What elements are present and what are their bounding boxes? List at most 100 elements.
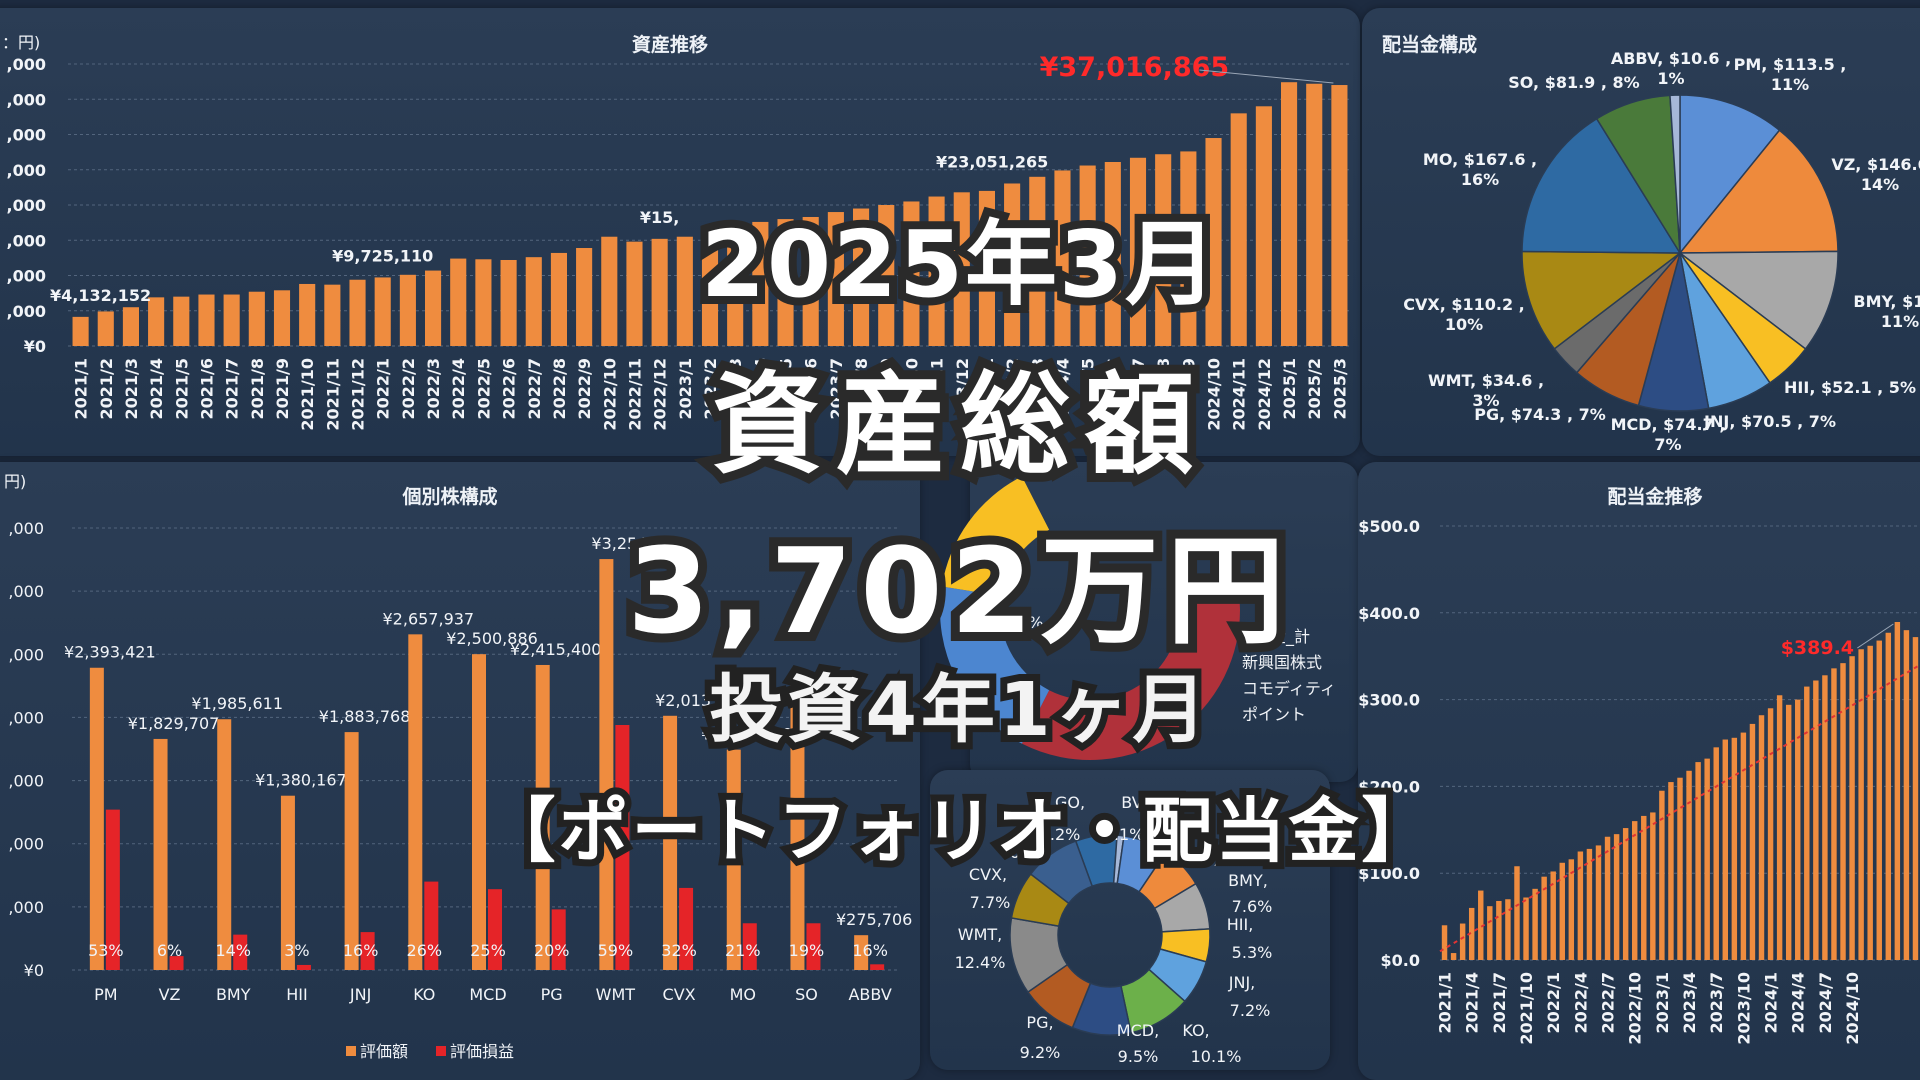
asset-bar <box>1281 82 1298 346</box>
div-trend-bar <box>1767 708 1774 960</box>
stocks-data-label: ¥1,985,611 <box>191 694 283 713</box>
asset-xtick-label: 2023/10 <box>902 358 921 431</box>
div-trend-line <box>1439 664 1920 953</box>
div-trend-xtick-label: 2024/7 <box>1816 972 1835 1034</box>
stocks-data-label: ¥1,744,769 <box>701 725 793 744</box>
dividend-pie-label: MO, $167.6 , <box>1423 150 1537 169</box>
div-trend-bar <box>1459 923 1466 960</box>
asset-xtick-label: 2025/3 <box>1330 358 1349 420</box>
div-trend-bar <box>1795 699 1801 960</box>
div-trend-bar <box>1885 632 1892 960</box>
asset-bar <box>802 216 819 346</box>
div-trend-bar <box>1785 704 1792 960</box>
stocks-legend-label: 評価額 <box>360 1042 408 1061</box>
asset-bar <box>1129 157 1147 346</box>
asset-bar <box>903 201 920 346</box>
asset-bar <box>1205 138 1222 346</box>
asset-xtick-label: 2022/12 <box>651 358 670 431</box>
div-trend-bar <box>1903 630 1910 960</box>
stocks-value-bar <box>790 673 805 970</box>
stocks-percent-label: 3% <box>284 941 309 960</box>
stocks-pl-bar <box>870 964 885 970</box>
stocks-value-bar <box>854 935 869 970</box>
dividend-pie-pct: 3% <box>1472 391 1499 410</box>
stocks-ytick-label: ,000 <box>8 772 44 791</box>
stocks-xtick-label: MO <box>730 985 756 1004</box>
div-trend-ytick-label: $200.0 <box>1358 777 1420 796</box>
div-trend-bar <box>1622 828 1629 960</box>
stocks-pl-bar <box>233 934 248 970</box>
asset-xtick-label: 2023/8 <box>852 358 871 420</box>
donut-top-legend-label: 現金_計 <box>1254 627 1310 647</box>
asset-ytick-label: ¥0 <box>24 337 46 356</box>
donut-bottom-label: CVX, <box>969 865 1007 884</box>
asset-xtick-label: 2023/6 <box>802 358 821 420</box>
stocks-pl-bar <box>360 932 375 970</box>
stocks-pl-bar <box>806 923 821 970</box>
div-trend-bar <box>1831 668 1837 960</box>
asset-xtick-label: 2022/7 <box>525 358 544 420</box>
asset-xtick-label: 2024/5 <box>1079 358 1098 420</box>
asset-bar <box>827 212 844 346</box>
asset-xtick-label: 2022/11 <box>625 358 644 431</box>
div-trend-bar <box>1686 770 1692 960</box>
asset-highlight-leader <box>1199 69 1334 84</box>
donut-top-slice <box>1021 586 1240 760</box>
div-trend-bar <box>1505 899 1511 960</box>
div-trend-bar <box>1804 686 1810 960</box>
asset-bar <box>1079 165 1096 346</box>
asset-bar <box>248 291 265 346</box>
asset-ytick-label: ,000 <box>7 55 46 74</box>
stocks-pl-bar <box>551 909 566 970</box>
div-trend-ytick-label: $500.0 <box>1358 517 1420 536</box>
div-trend-bar <box>1595 845 1602 960</box>
asset-bar <box>1180 151 1197 346</box>
div-trend-bar <box>1731 737 1738 960</box>
asset-trend-title: 資産推移 <box>631 34 708 56</box>
dividend-pie-title: 配当金構成 <box>1382 34 1478 56</box>
asset-xtick-label: 2021/2 <box>97 358 116 420</box>
asset-ytick-label: ,000 <box>7 161 46 180</box>
asset-bar <box>777 219 794 346</box>
stocks-unit-label: 円) <box>4 472 26 491</box>
div-trend-bar <box>1749 723 1756 960</box>
donut-bottom-label: 12.4% <box>955 953 1006 972</box>
div-trend-bar <box>1550 871 1556 960</box>
div-trend-bar <box>1894 622 1901 960</box>
div-trend-ytick-label: $0.0 <box>1381 951 1420 970</box>
asset-bar <box>727 226 744 346</box>
div-trend-bar <box>1813 680 1819 960</box>
div-trend-bar <box>1858 649 1864 960</box>
asset-bar <box>1230 113 1247 346</box>
div-trend-bar <box>1659 790 1665 960</box>
asset-bar <box>198 294 215 346</box>
stocks-value-bar <box>535 664 550 970</box>
donut-bottom-slice <box>1029 840 1094 905</box>
div-trend-bar <box>1514 866 1520 960</box>
asset-highlight-label: ¥37,016,865 <box>1040 52 1230 83</box>
donut-top-slice <box>940 586 1050 744</box>
asset-xtick-label: 2022/3 <box>424 358 443 420</box>
stocks-data-label: ¥2,500,886 <box>446 629 538 648</box>
asset-bar <box>752 221 769 346</box>
dividend-pie-label: VZ, $146.6 <box>1831 155 1920 174</box>
div-trend-bar <box>1487 906 1493 960</box>
stocks-value-bar <box>344 732 359 970</box>
asset-bar <box>928 196 945 346</box>
asset-xtick-label: 2023/1 <box>676 358 695 420</box>
donut-top-legend-label: 新興国株式 <box>1242 653 1322 672</box>
stocks-data-label: ¥1,883,768 <box>319 707 411 726</box>
dividend-pie-pct: 7% <box>1654 435 1681 454</box>
div-trend-xtick-label: 2021/7 <box>1490 972 1509 1034</box>
dividend-pie-label: JNJ, $70.5 , 7% <box>1703 412 1836 431</box>
asset-unit-label: ：円) <box>2 33 40 52</box>
div-trend-bar <box>1713 747 1719 960</box>
asset-bar <box>450 258 467 346</box>
dividend-pie-label: HII, $52.1 , 5% <box>1784 378 1916 397</box>
stocks-value-bar <box>726 749 741 970</box>
stocks-pl-bar <box>424 881 439 970</box>
dividend-pie-label: WMT, $34.6 , <box>1428 371 1544 390</box>
asset-bar <box>1029 176 1046 346</box>
div-trend-xtick-label: 2022/7 <box>1599 972 1618 1034</box>
donut-bottom-label: BMY, <box>1228 871 1268 890</box>
